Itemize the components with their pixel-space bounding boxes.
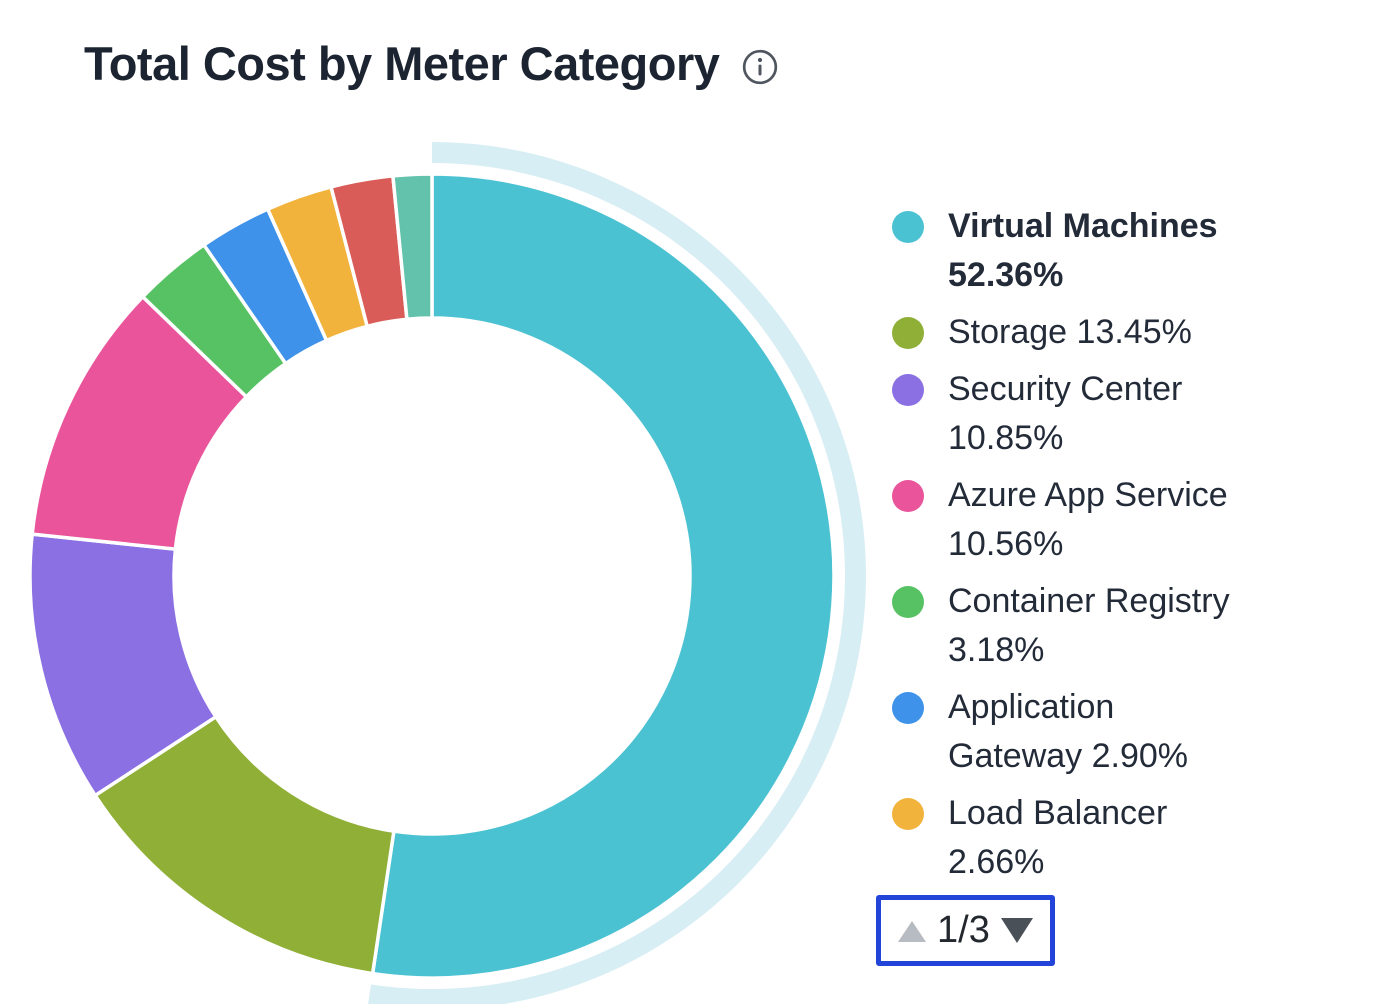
chart-header: Total Cost by Meter Category [84,36,779,91]
chart-title: Total Cost by Meter Category [84,37,720,90]
up-triangle-icon [898,920,926,942]
donut-segment[interactable] [370,172,836,980]
legend-label: Load Balancer 2.66% [948,794,1168,881]
donut-svg [28,142,866,1004]
legend-item[interactable]: Virtual Machines 52.36% [892,202,1378,300]
donut-chart [0,128,870,1004]
legend-dot-icon [892,317,924,349]
legend-label: Security Center 10.85% [948,370,1183,457]
down-triangle-icon [1000,918,1033,943]
legend-dot-icon [892,798,924,830]
legend-item[interactable]: Security Center 10.85% [892,365,1378,463]
legend-label: Container Registry 3.18% [948,582,1230,669]
legend-dot-icon [892,374,924,406]
legend-pagination: 1/3 [876,895,1055,966]
legend-dot-icon [892,586,924,618]
info-icon[interactable] [741,48,779,86]
legend-label: Application Gateway 2.90% [948,688,1189,775]
page-up-button[interactable] [897,919,927,943]
legend-item[interactable]: Storage 13.45% [892,308,1378,357]
legend-item[interactable]: Azure App Service 10.56% [892,471,1378,569]
legend-dot-icon [892,480,924,512]
legend-dot-icon [892,692,924,724]
legend-label: Virtual Machines 52.36% [948,207,1218,294]
legend-label: Azure App Service 10.56% [948,476,1228,563]
legend-item[interactable]: Load Balancer 2.66% [892,789,1378,887]
legend: Virtual Machines 52.36% Storage 13.45% Secu… [892,202,1378,887]
page-down-button[interactable] [1000,917,1034,944]
legend-item[interactable]: Application Gateway 2.90% [892,683,1378,781]
page-indicator: 1/3 [937,909,990,951]
legend-dot-icon [892,211,924,243]
donut-segment[interactable] [391,172,434,321]
legend-item[interactable]: Container Registry 3.18% [892,577,1378,675]
legend-label: Storage 13.45% [948,313,1192,351]
